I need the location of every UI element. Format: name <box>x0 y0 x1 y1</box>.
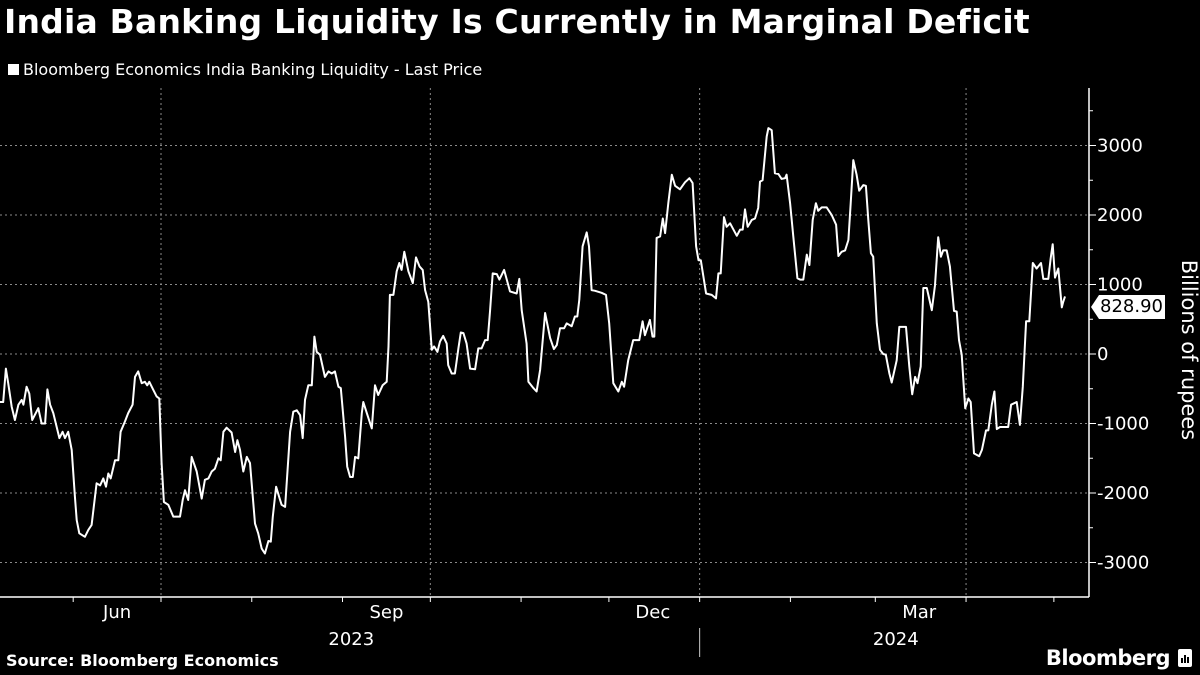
bloomberg-chart-icon <box>1178 649 1192 667</box>
legend-label: Bloomberg Economics India Banking Liquid… <box>23 60 483 79</box>
y-tick-label: -2000 <box>1097 483 1149 504</box>
x-tick-label: Sep <box>369 602 403 623</box>
year-label: 2024 <box>873 629 919 650</box>
y-tick-label: 0 <box>1097 344 1108 365</box>
series-line <box>0 127 1066 555</box>
y-tick-label: 1000 <box>1097 275 1143 296</box>
y-tick-label: 3000 <box>1097 136 1143 157</box>
y-axis-label: Billions of rupees <box>1177 259 1200 441</box>
source-note: Source: Bloomberg Economics <box>6 651 279 670</box>
x-tick-label: Dec <box>635 602 670 623</box>
legend-swatch <box>8 64 19 75</box>
brand-name: Bloomberg <box>1045 646 1171 670</box>
x-tick-label: Mar <box>902 602 937 623</box>
brand-logo: Bloomberg <box>1046 646 1192 670</box>
y-tick-label: -3000 <box>1097 553 1149 574</box>
x-tick-label: Jun <box>102 602 131 623</box>
last-value-tag: 828.90 <box>1091 294 1165 319</box>
y-tick-label: -1000 <box>1097 414 1149 435</box>
chart-title: India Banking Liquidity Is Currently in … <box>4 2 1030 41</box>
legend: Bloomberg Economics India Banking Liquid… <box>8 60 482 79</box>
y-tick-label: 2000 <box>1097 205 1143 226</box>
year-label: 2023 <box>328 629 374 650</box>
